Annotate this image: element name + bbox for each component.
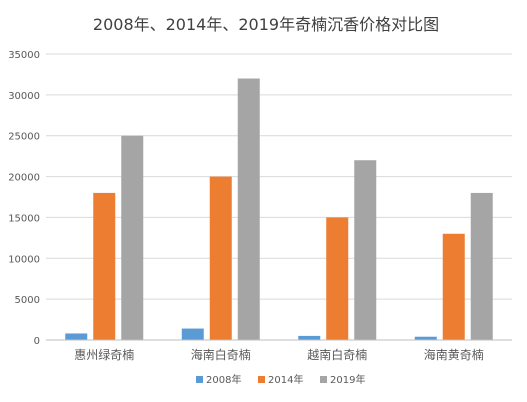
y-tick-label: 15000: [8, 213, 40, 224]
bar: [238, 79, 260, 340]
bar: [354, 160, 376, 340]
bar: [93, 193, 115, 340]
bar: [298, 336, 320, 340]
legend: 2008年 2014年 2019年: [196, 373, 365, 386]
legend-swatch: [258, 376, 265, 383]
legend-label: 2008年: [206, 373, 241, 386]
bar: [471, 193, 493, 340]
legend-swatch: [320, 376, 327, 383]
bar: [65, 333, 87, 340]
x-axis-ticks: 惠州绿奇楠 海南白奇楠 越南白奇楠 海南黄奇楠: [46, 340, 512, 362]
x-tick-label: 海南黄奇楠: [424, 347, 484, 362]
bar: [210, 177, 232, 340]
bar: [443, 234, 465, 340]
y-axis-ticks: 0 5000 10000 15000 20000 25000 30000 35000: [8, 50, 40, 347]
y-tick-label: 30000: [8, 91, 40, 102]
x-tick-label: 海南白奇楠: [191, 347, 251, 362]
bar: [182, 329, 204, 340]
x-tick-label: 惠州绿奇楠: [74, 347, 134, 362]
x-tick-label: 越南白奇楠: [307, 347, 367, 362]
y-tick-label: 0: [34, 336, 40, 347]
legend-label: 2019年: [330, 373, 365, 386]
chart-title: 2008年、2014年、2019年奇楠沉香价格对比图: [93, 15, 439, 34]
y-tick-label: 20000: [8, 173, 40, 184]
y-tick-label: 10000: [8, 254, 40, 265]
legend-label: 2014年: [268, 373, 303, 386]
y-tick-label: 5000: [15, 295, 40, 306]
bars: [65, 79, 493, 340]
gridlines: [46, 54, 512, 340]
bar: [326, 217, 348, 340]
legend-swatch: [196, 376, 203, 383]
y-tick-label: 35000: [8, 50, 40, 61]
y-tick-label: 25000: [8, 132, 40, 143]
bar: [121, 136, 143, 340]
